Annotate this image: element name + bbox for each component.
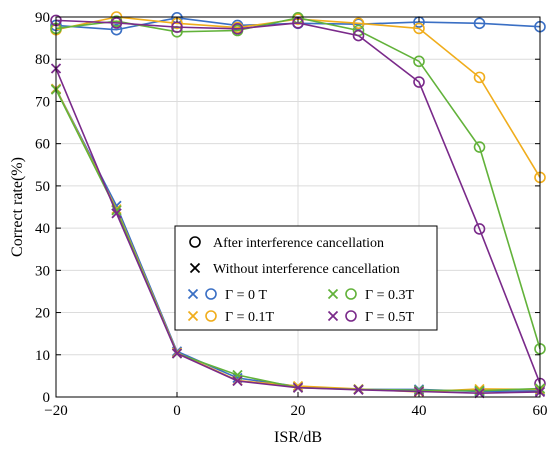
x-marker-stroke bbox=[474, 388, 485, 399]
x-marker-stroke bbox=[474, 383, 485, 395]
x-marker bbox=[111, 208, 122, 219]
y-tick-label: 0 bbox=[43, 390, 51, 406]
y-tick-label: 60 bbox=[35, 137, 50, 153]
x-marker-stroke bbox=[232, 375, 243, 387]
x-tick-label: −20 bbox=[44, 403, 67, 419]
x-marker bbox=[474, 383, 485, 395]
grid-lines bbox=[55, 16, 541, 398]
x-marker bbox=[292, 380, 304, 392]
circle-marker bbox=[189, 236, 201, 248]
x-marker bbox=[327, 288, 339, 300]
x-tick-label: 20 bbox=[291, 403, 306, 419]
legend-gamma-label: Γ = 0 T bbox=[225, 288, 267, 303]
legend-gamma-label: Γ = 0.1T bbox=[225, 310, 274, 325]
circle-marker bbox=[110, 23, 123, 36]
x-marker-stroke bbox=[111, 200, 122, 211]
circle-marker bbox=[231, 23, 244, 35]
circle-marker bbox=[345, 310, 357, 322]
y-tick-label: 20 bbox=[35, 306, 50, 322]
x-marker bbox=[187, 288, 199, 300]
x-marker bbox=[292, 382, 304, 393]
x-marker bbox=[189, 262, 201, 274]
x-marker bbox=[413, 386, 425, 397]
circle-marker bbox=[413, 76, 425, 88]
circle-marker bbox=[205, 310, 217, 322]
circle-marker bbox=[473, 17, 486, 30]
series-layer bbox=[50, 11, 546, 399]
x-axis-label: ISR/dB bbox=[274, 429, 322, 446]
circle-marker bbox=[473, 141, 486, 153]
circle-marker bbox=[473, 223, 486, 235]
circle-marker bbox=[413, 55, 425, 68]
legend: After interference cancellation Without i… bbox=[174, 225, 438, 331]
x-marker bbox=[353, 384, 364, 395]
y-tick-label: 80 bbox=[35, 52, 50, 68]
y-tick-label: 70 bbox=[35, 94, 50, 110]
legend-gamma-label: Γ = 0.3T bbox=[365, 288, 414, 303]
legend-box bbox=[174, 225, 438, 331]
circle-marker bbox=[205, 288, 217, 300]
x-marker-stroke bbox=[292, 380, 304, 392]
x-marker-stroke bbox=[292, 382, 304, 393]
y-axis-label: Correct rate(%) bbox=[9, 157, 26, 257]
series-x-0.5T bbox=[50, 63, 546, 399]
y-tick-label: 40 bbox=[35, 221, 50, 237]
circle-marker bbox=[473, 71, 486, 84]
y-tick-label: 50 bbox=[35, 179, 50, 195]
x-marker-stroke bbox=[187, 288, 199, 300]
circle-marker bbox=[352, 17, 365, 30]
x-marker-stroke bbox=[187, 310, 199, 322]
x-tick-label: 0 bbox=[173, 403, 181, 419]
x-marker-stroke bbox=[327, 288, 339, 300]
circle-marker bbox=[352, 29, 365, 42]
y-tick-label: 90 bbox=[35, 10, 50, 26]
x-marker bbox=[171, 348, 183, 359]
x-marker-stroke bbox=[413, 386, 425, 397]
circle-marker bbox=[110, 17, 123, 29]
y-tick-label: 10 bbox=[35, 348, 50, 364]
x-marker-stroke bbox=[171, 348, 183, 359]
x-marker-stroke bbox=[353, 384, 364, 395]
legend-label: Without interference cancellation bbox=[213, 262, 400, 277]
x-marker bbox=[187, 310, 199, 322]
series-line bbox=[55, 19, 541, 384]
circle-marker bbox=[413, 22, 425, 35]
y-tick-label: 30 bbox=[35, 263, 50, 279]
circle-marker bbox=[345, 288, 357, 300]
x-marker bbox=[474, 388, 485, 399]
circle-marker bbox=[171, 21, 183, 33]
x-marker bbox=[232, 375, 243, 387]
x-marker-stroke bbox=[327, 310, 339, 322]
x-tick-label: 60 bbox=[533, 403, 548, 419]
legend-label: After interference cancellation bbox=[213, 236, 384, 251]
x-tick-label: 40 bbox=[412, 403, 427, 419]
x-marker bbox=[327, 310, 339, 322]
x-marker-stroke bbox=[189, 262, 201, 274]
x-marker-stroke bbox=[111, 208, 122, 219]
x-marker-stroke bbox=[111, 205, 122, 216]
legend-gamma-label: Γ = 0.5T bbox=[365, 310, 414, 325]
